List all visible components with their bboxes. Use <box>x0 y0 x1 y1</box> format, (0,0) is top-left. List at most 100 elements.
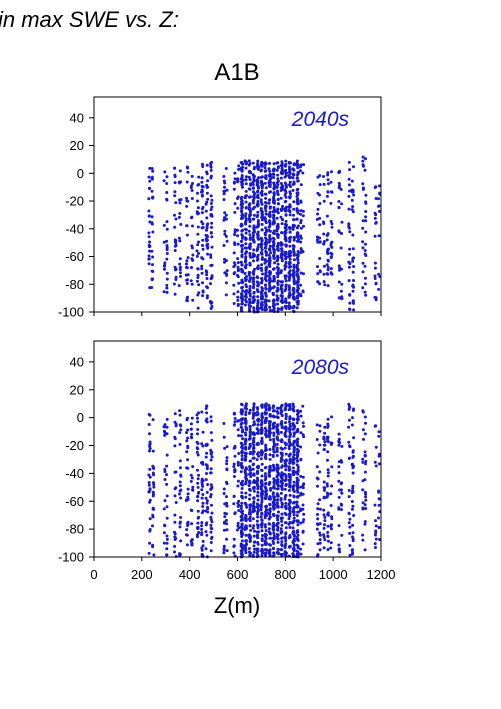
data-point <box>148 467 152 471</box>
data-point <box>268 457 272 461</box>
data-point <box>280 452 284 456</box>
data-point <box>256 423 260 427</box>
data-point <box>267 299 271 303</box>
data-point <box>210 235 214 239</box>
data-point <box>165 516 169 520</box>
data-point <box>248 300 252 304</box>
data-point <box>284 442 288 446</box>
data-point <box>276 537 280 541</box>
data-point <box>151 543 155 547</box>
data-point <box>269 205 272 209</box>
data-point <box>288 238 292 242</box>
data-point <box>243 290 247 294</box>
data-point <box>162 425 166 429</box>
data-point <box>292 163 296 167</box>
data-point <box>260 183 264 187</box>
data-point <box>244 295 248 299</box>
data-point <box>237 164 241 168</box>
data-point <box>247 217 251 221</box>
data-point <box>248 434 252 438</box>
data-point <box>322 535 326 539</box>
data-point <box>163 170 167 174</box>
y-tick-label: -60 <box>65 494 84 509</box>
data-point <box>244 402 248 406</box>
data-point <box>249 170 252 174</box>
data-point <box>288 417 292 421</box>
data-point <box>209 526 213 530</box>
data-point <box>239 552 243 556</box>
data-point <box>232 475 236 478</box>
data-point <box>299 271 303 275</box>
data-point <box>249 276 252 280</box>
data-point <box>239 543 243 547</box>
data-point <box>279 491 283 495</box>
data-point <box>200 524 204 528</box>
data-point <box>284 189 288 193</box>
data-point <box>259 290 263 294</box>
data-point <box>276 552 280 556</box>
data-point <box>267 253 271 257</box>
data-point <box>151 263 154 267</box>
data-point <box>268 495 272 499</box>
data-point <box>337 524 341 528</box>
data-point <box>197 175 201 179</box>
data-point <box>325 263 329 267</box>
data-point <box>260 529 264 533</box>
data-point <box>178 553 182 557</box>
data-point <box>264 221 268 225</box>
data-point <box>252 259 255 263</box>
data-point <box>201 289 205 293</box>
data-point <box>283 550 287 554</box>
data-point <box>322 437 326 441</box>
data-point <box>272 232 276 235</box>
data-point <box>283 300 287 304</box>
data-point <box>350 179 354 183</box>
data-point <box>196 509 200 513</box>
data-point <box>240 280 244 284</box>
data-point <box>244 447 248 451</box>
data-point <box>323 488 326 492</box>
data-point <box>280 464 284 468</box>
data-point <box>352 308 356 312</box>
data-point <box>248 466 252 470</box>
data-point <box>296 427 300 431</box>
data-point <box>205 467 209 471</box>
data-point <box>190 509 194 513</box>
data-point <box>255 195 259 199</box>
data-point <box>179 473 183 477</box>
data-point <box>260 449 264 453</box>
data-point <box>223 271 227 275</box>
data-point <box>185 528 189 532</box>
data-point <box>264 209 268 213</box>
data-point <box>240 535 244 539</box>
data-point <box>244 452 248 455</box>
data-point <box>295 269 299 273</box>
data-point <box>244 427 248 431</box>
data-point <box>232 551 236 555</box>
data-point <box>288 165 291 169</box>
data-point <box>209 518 213 521</box>
data-point <box>248 224 252 228</box>
data-point <box>296 495 300 498</box>
data-point <box>189 186 193 190</box>
data-point <box>364 210 368 213</box>
data-point <box>272 484 276 488</box>
data-point <box>173 444 177 448</box>
data-point <box>296 412 299 416</box>
data-point <box>292 469 296 473</box>
data-point <box>283 193 287 197</box>
data-point <box>276 474 280 477</box>
data-point <box>284 260 288 264</box>
data-point <box>263 300 267 304</box>
data-point <box>301 421 305 425</box>
data-point <box>223 511 227 515</box>
data-point <box>364 230 368 234</box>
y-tick-label: -100 <box>58 550 84 565</box>
data-point <box>350 463 354 467</box>
data-point <box>264 162 268 166</box>
data-point <box>233 228 237 232</box>
data-point <box>196 243 200 247</box>
data-point <box>301 209 305 213</box>
data-point <box>178 198 181 202</box>
data-point <box>248 294 252 298</box>
